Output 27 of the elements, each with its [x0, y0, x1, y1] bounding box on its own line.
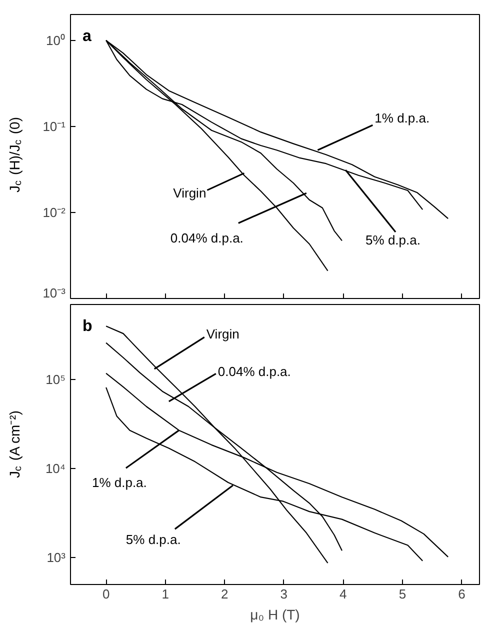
y-tick-label: 10⁻¹ — [42, 118, 66, 134]
annotation: 5% d.p.a. — [126, 532, 181, 547]
annotation: 1% d.p.a. — [374, 110, 430, 126]
y-axis-title: Jc (H)/Jc (0) — [6, 116, 24, 193]
x-tick-label: 1 — [162, 586, 169, 602]
y-tick-label: 10⁵ — [46, 372, 66, 388]
annotation: b — [82, 318, 92, 335]
y-tick-label: 10⁴ — [45, 461, 66, 476]
annotation: Virgin — [206, 326, 240, 342]
x-tick-label: 4 — [340, 586, 347, 602]
y-tick-label: 10⁻³ — [42, 286, 66, 300]
x-tick-label: 6 — [458, 586, 466, 602]
annotation: 1% d.p.a. — [92, 474, 147, 490]
annotation: a — [82, 28, 92, 45]
y-tick-label: 10⁰ — [46, 32, 66, 48]
annotation: Virgin — [173, 186, 206, 201]
y-tick-label: 10⁻² — [42, 204, 66, 220]
annotation: 0.04% d.p.a. — [218, 364, 291, 379]
x-tick-label: 5 — [398, 586, 406, 602]
x-tick-label: 0 — [102, 586, 110, 602]
annotation: 5% d.p.a. — [366, 232, 420, 248]
x-axis-title: μ₀ H (T) — [250, 606, 300, 622]
annotation: 0.04% d.p.a. — [170, 230, 244, 246]
x-tick-label: 2 — [221, 586, 228, 602]
y-tick-label: 10³ — [46, 550, 66, 566]
x-tick-label: 3 — [280, 586, 288, 602]
y-axis-title: Jc (A cm⁻²) — [6, 410, 24, 478]
